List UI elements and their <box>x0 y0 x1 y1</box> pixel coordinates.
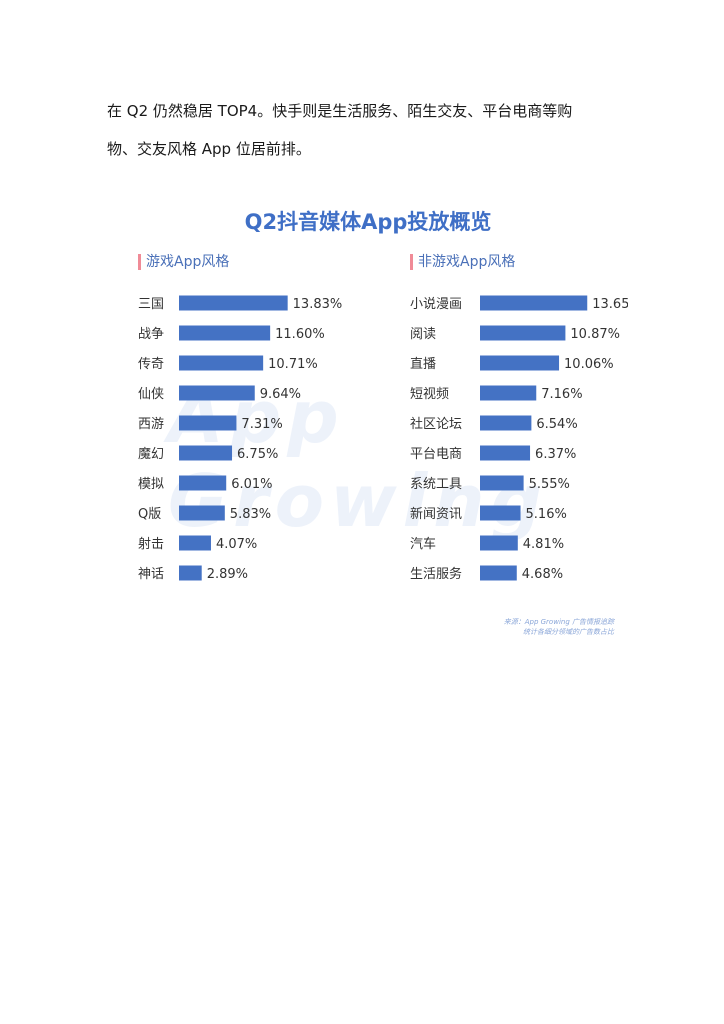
panel-title-nongame: 非游戏App风格 <box>410 254 515 270</box>
bar-game-1 <box>179 325 271 341</box>
category-label-nongame-9: 生活服务 <box>410 566 462 582</box>
category-label-nongame-7: 新闻资讯 <box>410 506 462 522</box>
paragraph-line-1: 在 Q2 仍然稳居 TOP4。快手则是生活服务、陌生交友、平台电商等购 <box>107 102 573 120</box>
value-label-nongame-2: 10.06% <box>564 357 614 372</box>
category-label-nongame-4: 社区论坛 <box>410 416 462 432</box>
category-label-game-2: 传奇 <box>138 356 164 372</box>
category-label-game-6: 模拟 <box>138 477 164 492</box>
bar-nongame-6 <box>480 475 524 491</box>
category-label-nongame-5: 平台电商 <box>410 447 462 462</box>
bar-nongame-0 <box>480 295 588 311</box>
value-label-nongame-6: 5.55% <box>529 477 570 492</box>
category-label-nongame-2: 直播 <box>410 357 436 372</box>
bar-game-4 <box>179 415 237 431</box>
bar-nongame-7 <box>480 505 521 521</box>
category-label-nongame-8: 汽车 <box>410 536 436 552</box>
bar-game-2 <box>179 355 264 371</box>
value-label-nongame-4: 6.54% <box>536 417 577 432</box>
value-label-nongame-7: 5.16% <box>526 507 567 522</box>
value-label-nongame-5: 6.37% <box>535 447 576 462</box>
bar-nongame-9 <box>480 565 517 581</box>
category-label-game-8: 射击 <box>138 536 164 552</box>
bar-game-8 <box>179 535 211 551</box>
value-label-nongame-0: 13.65% <box>592 297 628 312</box>
bar-game-0 <box>179 295 288 311</box>
source-note: 来源：App Growing 广告情报追踪 统计各细分领域的广告数占比 <box>504 617 614 637</box>
category-label-game-4: 西游 <box>138 417 164 432</box>
category-label-nongame-3: 短视频 <box>410 387 449 402</box>
category-label-game-0: 三国 <box>138 297 164 312</box>
body-paragraph: 在 Q2 仍然稳居 TOP4。快手则是生活服务、陌生交友、平台电商等购 物、交友… <box>107 92 627 168</box>
value-label-game-4: 7.31% <box>241 417 282 432</box>
bar-game-9 <box>179 565 202 581</box>
bar-nongame-8 <box>480 535 518 551</box>
value-label-game-0: 13.83% <box>293 297 343 312</box>
bar-game-3 <box>179 385 255 401</box>
bar-nongame-5 <box>480 445 531 461</box>
value-label-game-1: 11.60% <box>275 327 325 342</box>
value-label-nongame-3: 7.16% <box>541 387 582 402</box>
source-line-1: 来源：App Growing 广告情报追踪 <box>503 618 614 626</box>
category-label-nongame-0: 小说漫画 <box>410 297 462 312</box>
value-label-nongame-9: 4.68% <box>522 567 563 582</box>
bar-charts-svg: 三国 13.83% 战争 11.60% 传奇 10.71% 仙侠 9.64% 西游 7.31% 魔幻… <box>138 295 628 582</box>
bar-game-5 <box>179 445 233 461</box>
value-label-nongame-1: 10.87% <box>570 327 620 342</box>
value-label-game-2: 10.71% <box>268 357 318 372</box>
category-label-game-1: 战争 <box>138 327 164 342</box>
value-label-game-3: 9.64% <box>260 387 301 402</box>
bar-nongame-3 <box>480 385 537 401</box>
chart-title: Q2抖音媒体App投放概览 <box>244 210 492 234</box>
chart-figure: App Growing Q2抖音媒体App投放概览 游戏App风格 非游戏App… <box>108 190 628 650</box>
source-line-2: 统计各细分领域的广告数占比 <box>523 628 614 636</box>
category-label-nongame-6: 系统工具 <box>410 477 462 492</box>
paragraph-line-2: 物、交友风格 App 位居前排。 <box>107 140 311 158</box>
value-label-game-8: 4.07% <box>216 537 257 552</box>
value-label-game-9: 2.89% <box>207 567 248 582</box>
bar-game-6 <box>179 475 227 491</box>
category-label-game-9: 神话 <box>138 567 164 582</box>
bar-nongame-1 <box>480 325 566 341</box>
category-label-game-5: 魔幻 <box>138 447 164 462</box>
value-label-game-6: 6.01% <box>231 477 272 492</box>
bar-nongame-2 <box>480 355 560 371</box>
bar-nongame-4 <box>480 415 532 431</box>
category-label-nongame-1: 阅读 <box>410 327 436 342</box>
panel-title-game: 游戏App风格 <box>138 254 229 270</box>
category-label-game-7: Q版 <box>138 507 161 522</box>
value-label-game-5: 6.75% <box>237 447 278 462</box>
value-label-game-7: 5.83% <box>230 507 271 522</box>
value-label-nongame-8: 4.81% <box>523 537 564 552</box>
category-label-game-3: 仙侠 <box>138 387 164 402</box>
bar-game-7 <box>179 505 225 521</box>
